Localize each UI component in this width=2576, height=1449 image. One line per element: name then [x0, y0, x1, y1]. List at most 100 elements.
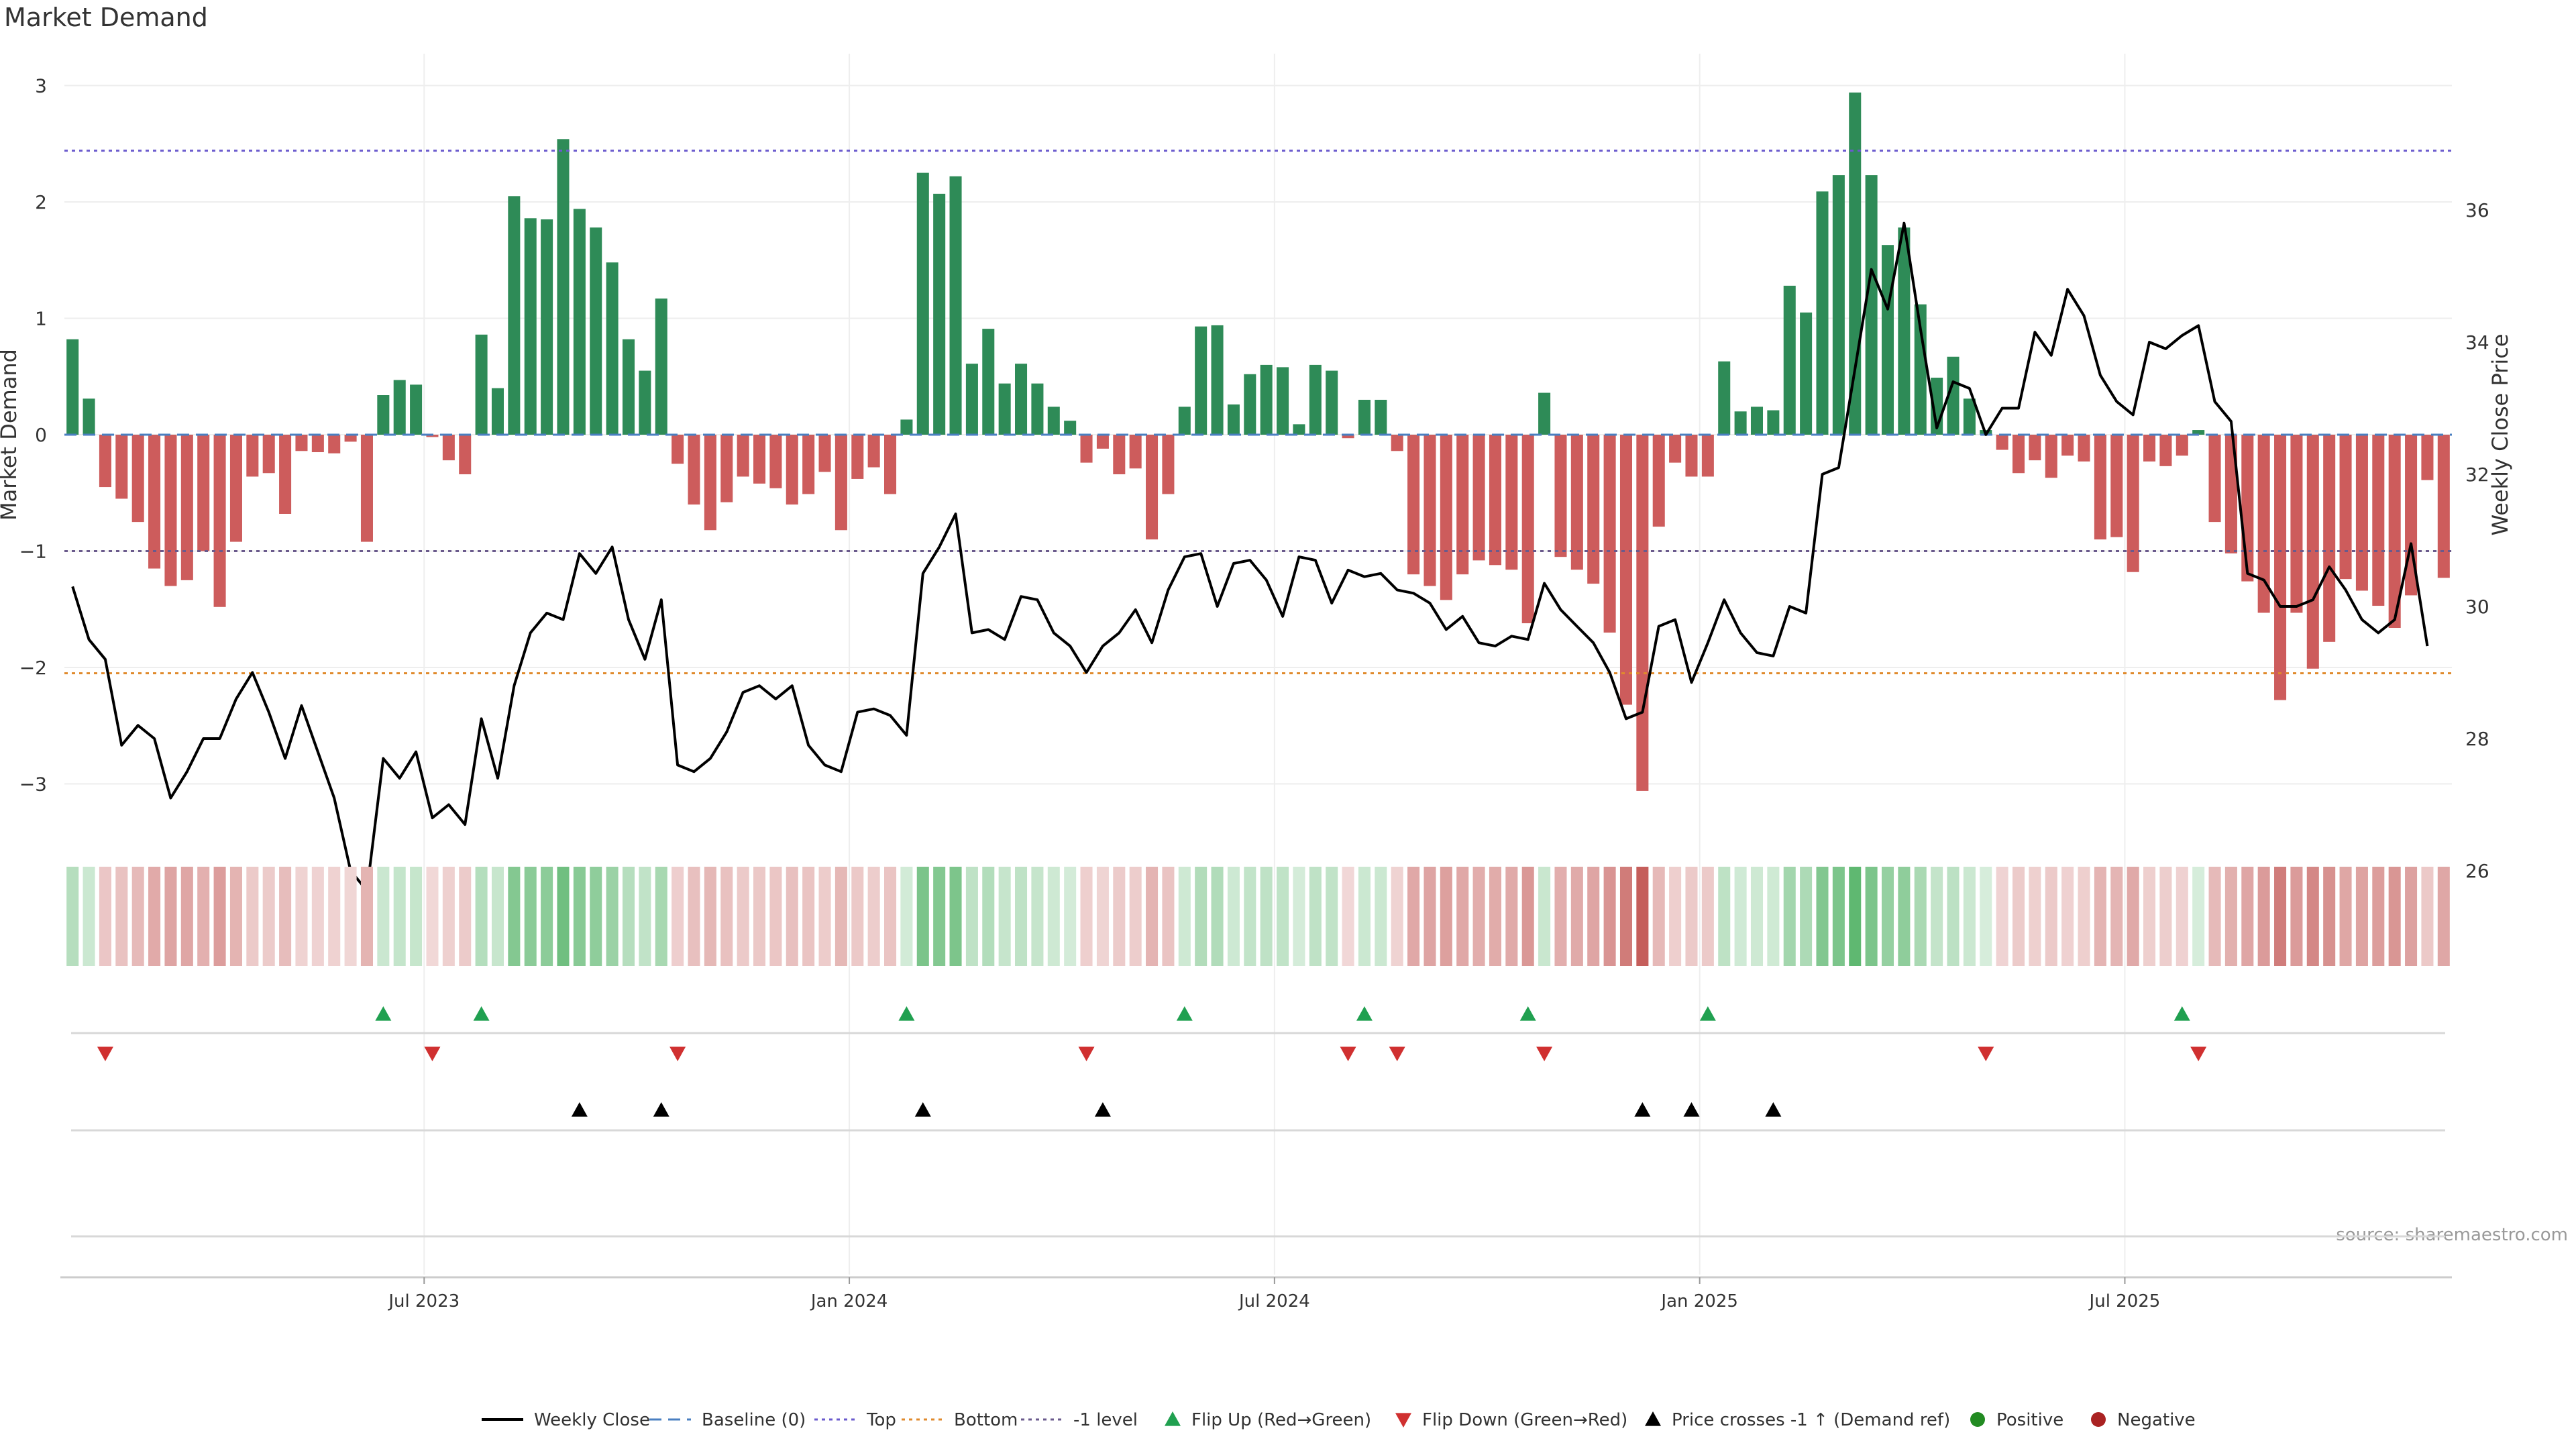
heat-cell	[982, 867, 995, 966]
y2-tick-label: 36	[2465, 199, 2489, 221]
demand-bar	[916, 172, 929, 435]
heat-cell	[720, 867, 733, 966]
y2-tick-label: 32	[2465, 464, 2489, 486]
heat-cell	[1996, 867, 2008, 966]
demand-bar	[262, 435, 275, 474]
demand-bar	[606, 262, 619, 435]
heat-cell	[672, 867, 684, 966]
heat-cell	[1489, 867, 1501, 966]
heat-cell	[2339, 867, 2352, 966]
heat-cell	[786, 867, 798, 966]
demand-bar	[753, 435, 766, 484]
heat-cell	[1211, 867, 1224, 966]
heat-cell	[344, 867, 357, 966]
heat-cell	[933, 867, 946, 966]
demand-bar	[2176, 435, 2188, 456]
demand-bar	[164, 435, 177, 586]
demand-bar	[1734, 411, 1747, 435]
demand-bar	[229, 435, 242, 542]
x-tick-label: Jan 2024	[810, 1291, 888, 1311]
demand-bar	[573, 209, 586, 435]
heat-cell	[328, 867, 341, 966]
demand-bar	[1260, 364, 1273, 435]
demand-bar	[867, 435, 880, 468]
demand-bar	[1244, 374, 1256, 435]
heat-cell	[802, 867, 815, 966]
demand-bar	[2127, 435, 2139, 572]
demand-bar	[2029, 435, 2041, 461]
heat-cell	[1227, 867, 1240, 966]
heat-cell	[393, 867, 406, 966]
demand-bar	[1603, 435, 1616, 633]
heat-cell	[2159, 867, 2172, 966]
price-cross-marker	[1765, 1102, 1782, 1117]
flip-up-marker	[1356, 1006, 1373, 1021]
heat-cell	[1783, 867, 1796, 966]
heat-cell	[2094, 867, 2106, 966]
heat-cell	[818, 867, 831, 966]
heat-cell	[1947, 867, 1960, 966]
heat-cell	[688, 867, 700, 966]
heat-cell	[998, 867, 1011, 966]
demand-bar	[377, 395, 390, 435]
demand-bar	[1047, 407, 1060, 435]
flip-down-marker	[424, 1046, 441, 1061]
demand-bar	[1652, 435, 1665, 527]
demand-bar	[1178, 407, 1191, 435]
demand-bar	[1424, 435, 1436, 586]
flip-up-marker	[1176, 1006, 1193, 1021]
demand-bar	[180, 435, 193, 580]
flip-down-marker	[1340, 1046, 1356, 1061]
legend-item: Price crosses -1 ↑ (Demand ref)	[1645, 1410, 1950, 1430]
heat-cell	[1015, 867, 1028, 966]
heat-cell	[442, 867, 455, 966]
heat-cell	[1178, 867, 1191, 966]
heat-cell	[115, 867, 128, 966]
heat-cell	[148, 867, 161, 966]
heat-cell	[1505, 867, 1518, 966]
demand-bar	[1277, 367, 1289, 435]
legend-dot-icon	[1970, 1412, 1985, 1427]
demand-bar	[2045, 435, 2057, 478]
demand-bar	[328, 435, 341, 453]
demand-bar	[2078, 435, 2090, 462]
demand-bar	[1031, 383, 1044, 435]
demand-bar	[99, 435, 111, 488]
demand-bar	[1538, 392, 1551, 435]
heat-cell	[639, 867, 651, 966]
y-tick-label: −3	[19, 773, 47, 796]
heat-cell	[1832, 867, 1845, 966]
heat-cell	[965, 867, 978, 966]
demand-bar	[737, 435, 749, 477]
legend-label: Price crosses -1 ↑ (Demand ref)	[1672, 1410, 1950, 1430]
demand-bar	[491, 388, 504, 435]
demand-bar	[998, 383, 1011, 435]
demand-bar	[1129, 435, 1142, 469]
y-tick-label: 1	[35, 308, 47, 330]
demand-bar	[2159, 435, 2172, 466]
demand-bar	[2355, 435, 2368, 591]
heat-cell	[2127, 867, 2139, 966]
demand-bar	[1505, 435, 1518, 570]
legend-item: Baseline (0)	[649, 1410, 806, 1430]
y2-tick-label: 34	[2465, 331, 2489, 354]
demand-bar	[1570, 435, 1583, 570]
y2-tick-label: 28	[2465, 728, 2489, 750]
heat-cell	[197, 867, 210, 966]
demand-bar	[2290, 435, 2303, 613]
heat-cell	[1652, 867, 1665, 966]
demand-bar	[1342, 435, 1354, 439]
heat-cell	[1587, 867, 1600, 966]
legend-item: Top	[814, 1410, 896, 1430]
demand-bar	[311, 435, 324, 453]
legend-label: Bottom	[954, 1410, 1018, 1430]
demand-bar	[2257, 435, 2270, 613]
demand-bar	[2224, 435, 2237, 553]
demand-bar	[2012, 435, 2025, 474]
legend-dot-icon	[2091, 1412, 2106, 1427]
demand-bar	[835, 435, 847, 531]
heat-cell	[1538, 867, 1551, 966]
demand-bar	[508, 196, 521, 435]
x-tick-label: Jan 2025	[1660, 1291, 1738, 1311]
heat-cell	[737, 867, 749, 966]
